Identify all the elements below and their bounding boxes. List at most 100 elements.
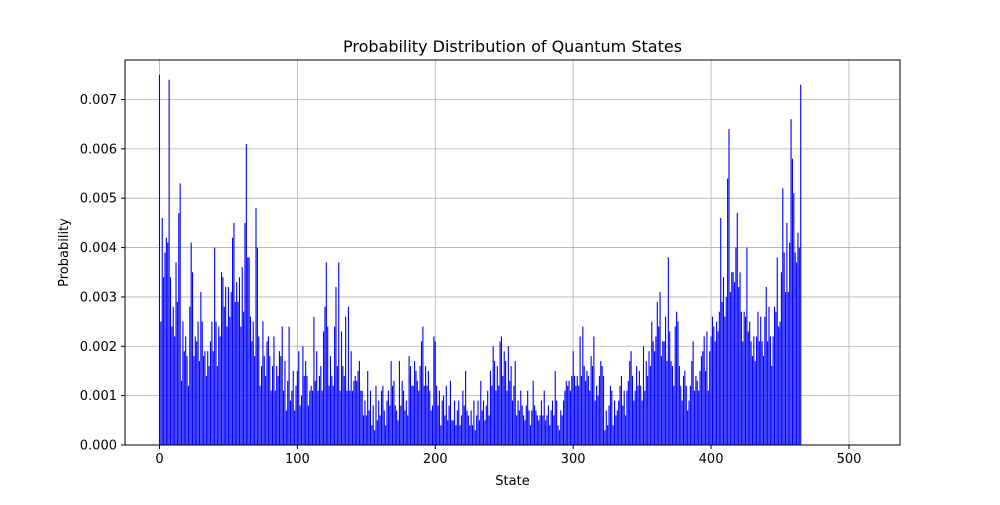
bar xyxy=(780,272,782,445)
bar xyxy=(277,375,279,445)
bar xyxy=(487,390,489,445)
bar xyxy=(733,282,736,445)
bar xyxy=(198,361,201,445)
bar xyxy=(180,380,183,445)
bar xyxy=(332,385,334,445)
bar xyxy=(276,366,278,445)
bar xyxy=(546,415,548,445)
bar xyxy=(631,375,634,445)
bar xyxy=(727,178,729,445)
bar xyxy=(207,351,209,445)
bar xyxy=(196,341,198,445)
bar xyxy=(779,321,781,445)
bar xyxy=(502,375,504,445)
bar xyxy=(489,370,491,445)
bar xyxy=(226,326,228,445)
bar xyxy=(383,410,385,445)
bar xyxy=(506,390,508,445)
bar xyxy=(401,380,403,445)
bar xyxy=(556,400,558,445)
bar xyxy=(311,390,314,445)
bar xyxy=(485,405,487,445)
bar xyxy=(689,385,691,445)
bar xyxy=(568,380,570,445)
bar xyxy=(590,356,592,445)
bar xyxy=(612,425,614,445)
bar xyxy=(507,346,509,445)
bar xyxy=(754,361,756,445)
bar xyxy=(245,143,247,445)
bar xyxy=(174,336,176,445)
bar xyxy=(579,336,581,445)
bar xyxy=(317,390,319,445)
bar xyxy=(452,420,454,445)
bar xyxy=(460,415,463,445)
bar xyxy=(749,321,751,445)
chart-title: Probability Distribution of Quantum Stat… xyxy=(343,37,682,56)
bar xyxy=(451,420,453,445)
bar xyxy=(626,390,628,445)
bar xyxy=(648,351,650,445)
bar xyxy=(390,361,392,445)
bar xyxy=(267,336,269,445)
bar xyxy=(444,415,446,445)
bar xyxy=(644,390,646,445)
bar xyxy=(593,336,595,445)
bar xyxy=(676,311,678,445)
bar xyxy=(398,361,400,445)
bar xyxy=(602,375,605,445)
bar xyxy=(707,390,709,445)
bar xyxy=(482,400,485,445)
bar xyxy=(462,390,464,445)
bar xyxy=(625,415,627,445)
bar xyxy=(604,430,606,445)
x-tick-label: 300 xyxy=(561,452,586,467)
bar xyxy=(222,277,224,445)
bar xyxy=(645,361,647,445)
bar xyxy=(794,252,796,445)
bar xyxy=(179,183,181,445)
bar xyxy=(190,242,192,445)
x-tick-label: 400 xyxy=(699,452,724,467)
bar xyxy=(412,385,414,445)
bar xyxy=(688,400,690,445)
bar xyxy=(248,257,250,445)
bar xyxy=(558,430,560,445)
bar xyxy=(415,370,417,445)
bar xyxy=(800,84,802,445)
bar xyxy=(201,321,203,445)
bar xyxy=(407,415,409,445)
x-axis-ticks: 0 100 200 300 400 500 xyxy=(155,445,861,467)
x-tick-label: 100 xyxy=(285,452,310,467)
bar xyxy=(521,405,523,445)
bar xyxy=(613,400,616,445)
bar xyxy=(168,79,170,445)
bar xyxy=(528,410,530,445)
bar xyxy=(283,390,285,445)
bar xyxy=(380,390,383,445)
bar xyxy=(768,306,770,445)
bar xyxy=(756,336,758,445)
bar xyxy=(447,420,449,445)
bar xyxy=(778,326,780,445)
bar xyxy=(702,351,704,445)
bar xyxy=(316,351,318,445)
bar xyxy=(386,400,388,445)
bar xyxy=(655,336,657,445)
bars xyxy=(158,74,802,446)
bar xyxy=(240,326,242,445)
bar xyxy=(252,321,254,445)
bar xyxy=(761,341,763,445)
bar xyxy=(336,366,338,445)
bar xyxy=(745,316,747,445)
bar xyxy=(187,385,189,445)
bar xyxy=(216,366,218,445)
bar xyxy=(636,366,638,445)
bar xyxy=(578,385,580,445)
bar xyxy=(589,390,591,445)
bar xyxy=(205,375,207,445)
bar xyxy=(369,390,372,445)
bar xyxy=(365,415,367,445)
bar xyxy=(680,385,682,445)
bar xyxy=(310,385,312,445)
